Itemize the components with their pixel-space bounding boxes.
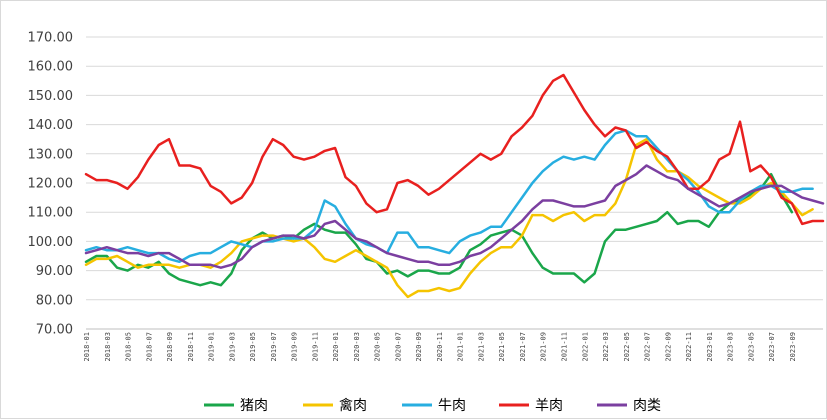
x-tick-label: 2023-01 xyxy=(706,332,714,362)
x-tick-label: 2021-11 xyxy=(560,332,568,362)
series-points-0 xyxy=(86,174,792,285)
x-tick-label: 2022-09 xyxy=(664,332,672,362)
y-tick-label: 130.00 xyxy=(28,147,74,162)
series-line-4 xyxy=(86,166,823,268)
x-tick-label: 2019-09 xyxy=(291,332,299,362)
series-line-0 xyxy=(86,174,792,285)
legend-label-4: 肉类 xyxy=(633,398,661,414)
y-tick-label: 160.00 xyxy=(28,60,74,75)
x-tick-label: 2022-05 xyxy=(623,332,631,362)
x-tick-label: 2019-03 xyxy=(228,332,236,362)
x-tick-label: 2020-05 xyxy=(374,332,382,362)
x-tick-label: 2019-11 xyxy=(311,332,319,362)
x-tick-label: 2021-01 xyxy=(457,332,465,362)
y-tick-label: 150.00 xyxy=(28,89,74,104)
y-tick-label: 140.00 xyxy=(28,118,74,133)
x-tick-label: 2023-03 xyxy=(727,332,735,362)
y-tick-label: 80.00 xyxy=(36,293,73,308)
x-tick-label: 2021-07 xyxy=(519,332,527,362)
x-tick-label: 2018-01 xyxy=(83,332,91,362)
x-tick-label: 2020-01 xyxy=(332,332,340,362)
y-tick-label: 170.00 xyxy=(28,31,74,46)
x-tick-label: 2022-11 xyxy=(685,332,693,362)
x-tick-label: 2022-03 xyxy=(602,332,610,362)
y-tick-label: 70.00 xyxy=(36,323,73,338)
x-tick-label: 2023-09 xyxy=(789,332,797,362)
y-tick-label: 110.00 xyxy=(28,206,74,221)
x-tick-label: 2022-07 xyxy=(644,332,652,362)
legend-label-0: 猪肉 xyxy=(240,398,268,414)
y-tick-label: 120.00 xyxy=(28,177,74,192)
x-tick-label: 2020-11 xyxy=(436,332,444,362)
x-tick-label: 2021-09 xyxy=(540,332,548,362)
legend-label-1: 禽肉 xyxy=(339,397,367,414)
x-tick-label: 2018-07 xyxy=(145,332,153,362)
x-tick-label: 2019-01 xyxy=(208,332,216,362)
y-tick-label: 100.00 xyxy=(28,235,74,250)
x-tick-label: 2018-09 xyxy=(166,332,174,362)
series-points-2 xyxy=(86,130,813,261)
x-tick-label: 2021-03 xyxy=(477,332,485,362)
x-tick-label: 2018-05 xyxy=(125,332,133,362)
x-tick-label: 2023-07 xyxy=(768,332,776,362)
x-tick-label: 2022-01 xyxy=(581,332,589,362)
x-tick-label: 2019-07 xyxy=(270,332,278,362)
x-tick-label: 2021-05 xyxy=(498,332,506,362)
series-line-2 xyxy=(86,130,813,261)
x-tick-label: 2020-07 xyxy=(394,332,402,362)
x-tick-label: 2023-05 xyxy=(747,332,755,362)
y-tick-label: 90.00 xyxy=(36,264,73,279)
x-tick-label: 2019-05 xyxy=(249,332,257,362)
legend-label-2: 牛肉 xyxy=(438,398,466,414)
x-tick-label: 2020-03 xyxy=(353,332,361,362)
x-tick-label: 2018-03 xyxy=(104,332,112,362)
x-tick-label: 2020-09 xyxy=(415,332,423,362)
legend-label-3: 羊肉 xyxy=(535,398,563,414)
x-tick-label: 2018-11 xyxy=(187,332,195,362)
series-points-4 xyxy=(86,165,823,267)
